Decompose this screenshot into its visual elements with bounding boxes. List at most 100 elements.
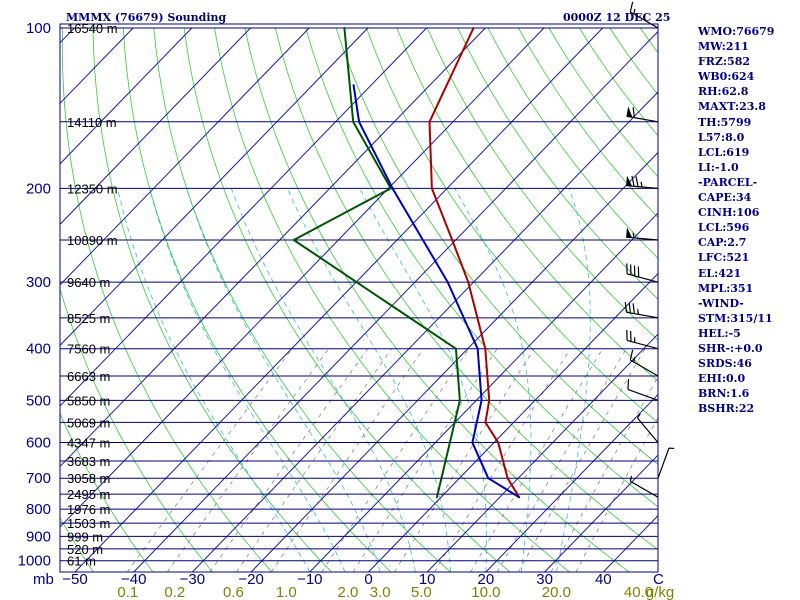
wind-barb-full [635,176,639,187]
temperature-tick-label: −30 [180,571,205,588]
temperature-profile-segment [484,347,491,402]
index-separator: : [714,266,719,280]
index-value: 46 [736,357,752,371]
wind-barb-half [632,232,635,239]
wind-barb [629,349,659,377]
temperature-profile-segment [484,399,491,424]
wind-barbs [624,1,675,498]
isotherm [60,27,193,165]
index-separator: : [721,130,726,144]
wind-barb-full [624,301,628,313]
wind-barb-half [636,413,641,419]
isotherm [368,272,658,572]
index-value: 1.6 [730,387,750,401]
height-label: 520 m [67,542,103,557]
wind-barb-staff [626,311,659,319]
height-label: 3683 m [67,454,110,469]
mixing-ratio-unit-label: g/kg [646,584,674,600]
moist-adiabat [359,188,487,572]
height-label: 4347 m [67,436,110,451]
dry-adiabat [183,27,511,572]
parcel-profile-segment [391,187,449,284]
index-value: 5799 [720,115,752,129]
height-label: 14110 m [67,115,117,130]
wind-barb [626,106,659,123]
wind-barb-staff [629,11,659,29]
pressure-tick-label: 500 [26,392,51,409]
index-label: L57 [698,130,722,144]
pressure-tick-label: 900 [26,528,51,545]
index-value: 624 [731,70,755,84]
pressure-unit-label: mb [33,571,54,588]
pressure-tick-label: 100 [26,20,51,37]
index-row: EHI:0.0 [698,371,798,386]
wind-barb-staff [626,115,659,123]
index-separator: -: [725,341,735,355]
wind-barb-half [633,356,636,363]
wind-barb-full [629,1,634,13]
index-row: BSHR:22 [698,401,798,416]
index-separator: : [716,115,721,129]
index-label: WMO [698,25,733,38]
dry-adiabat [153,27,451,572]
pressure-tick-label: 600 [26,435,51,452]
temperature-tick-label: 20 [478,571,495,588]
dewpoint-profile-segment [343,27,355,123]
parcel-profile-segment [476,347,483,402]
index-separator: : [722,251,727,265]
wind-barb-full [628,302,632,314]
mixing-ratio-line [271,348,424,572]
moist-adiabat [117,188,311,572]
index-label: CAPE [698,191,732,205]
index-value: 8.0 [725,130,745,144]
index-row: LFC:521 [698,250,798,265]
isotherm [60,27,369,347]
moist-adiabat [149,188,346,572]
wind-barb-half [637,309,639,315]
index-label: TH [698,115,717,129]
index-label: BSHR [698,402,735,416]
index-label: SRDS [698,357,733,371]
height-label: 1503 m [67,516,110,531]
index-value: -5 [728,326,741,340]
index-row: EL:421 [698,266,798,281]
index-value: 619 [726,145,750,159]
index-label: HEL [698,326,725,340]
index-value: 596 [726,221,750,235]
height-label: 8525 m [67,311,110,326]
wind-barb-flag [626,106,633,118]
index-separator: : [721,372,726,386]
plot-border [59,23,659,573]
index-label: LI [698,160,711,174]
index-separator: : [723,236,728,250]
wind-barb [629,476,659,498]
height-label: 16540 m [67,21,118,36]
index-value: 23.8 [739,100,766,114]
wind-barb-full [629,349,634,361]
index-value: 0.0 [726,372,746,386]
index-separator: : [726,281,731,295]
index-label: WB0 [698,70,728,84]
temperature-tick-label: 40 [595,571,612,588]
mixing-ratio-line [575,416,658,572]
index-row: MAXT:23.8 [698,99,798,114]
index-row: CAPE:34 [698,190,798,205]
index-row: HEL:-5 [698,326,798,341]
temperature-tick-label: −20 [238,571,263,588]
height-label: 1976 m [67,502,110,517]
pressure-tick-label: 800 [26,501,51,518]
dry-adiabat [274,27,658,551]
wind-barb [636,413,659,443]
moist-adiabat [230,188,416,572]
parcel-profile-segment [471,399,483,444]
mixing-ratio-line [394,348,535,572]
index-row: MW:211 [698,39,798,54]
isotherm [250,151,658,572]
dry-adiabat [122,27,392,572]
isotherm [60,27,545,528]
moist-adiabat [454,188,532,572]
pressure-tick-label: 400 [26,341,51,358]
wind-barb [627,378,659,401]
wind-barb-flag [626,227,633,238]
index-row: SRDS:46 [698,356,798,371]
